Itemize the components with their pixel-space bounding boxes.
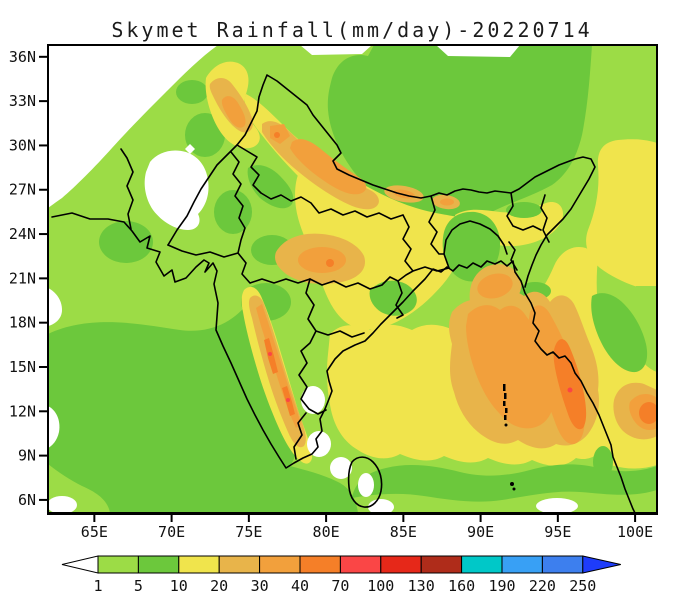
rain-region-green-over-group — [352, 202, 657, 502]
lat-tick-label: 30N — [9, 136, 36, 154]
longitude-axis: 65E 70E 75E 80E 85E 90E 95E 100E — [81, 514, 653, 541]
rainfall-shading-layer — [48, 45, 657, 513]
rain-region-70-100-group — [268, 352, 573, 402]
lat-tick-label: 33N — [9, 92, 36, 110]
latitude-axis: 36N 33N 30N 27N 24N 21N 18N 15N 12N 9N 6N — [9, 48, 47, 509]
colorbar-tick-label: 100 — [367, 577, 394, 595]
lon-tick-label: 90E — [467, 523, 494, 541]
colorbar-tick-label: 5 — [134, 577, 143, 595]
sri-lanka-outline — [347, 456, 383, 508]
lon-tick-label: 100E — [617, 523, 653, 541]
lat-tick-label: 9N — [18, 447, 36, 465]
color-scale-legend: 1 5 10 20 30 40 70 100 130 160 190 220 250 — [61, 555, 621, 595]
colorbar-tick-label: 1 — [93, 577, 102, 595]
political-boundaries-layer — [51, 74, 636, 513]
colorbar-segment — [259, 555, 301, 574]
lat-tick-label: 18N — [9, 314, 36, 332]
colorbar-tick-label: 250 — [569, 577, 596, 595]
colorbar-tick-label: 20 — [210, 577, 228, 595]
colorbar-segment — [501, 555, 543, 574]
lat-tick-label: 36N — [9, 48, 36, 66]
colorbar-tick-label: 220 — [529, 577, 556, 595]
colorbar-tick-label: 30 — [251, 577, 269, 595]
colorbar-segment — [420, 555, 463, 574]
lat-tick-label: 27N — [9, 181, 36, 199]
lon-tick-label: 65E — [81, 523, 108, 541]
lat-tick-label: 15N — [9, 358, 36, 376]
andaman-nicobar-islands — [503, 384, 516, 491]
colorbar-tick-label: 190 — [488, 577, 515, 595]
no-rain-regions — [48, 45, 578, 513]
lon-tick-label: 70E — [158, 523, 185, 541]
lat-tick-label: 12N — [9, 402, 36, 420]
map-frame — [47, 44, 658, 515]
colorbar-segment — [97, 555, 139, 574]
state-borders-path — [167, 144, 550, 460]
lon-tick-label: 85E — [390, 523, 417, 541]
colorbar-segment — [541, 555, 584, 574]
colorbar-segment — [299, 555, 341, 574]
rain-region-40-70-group — [264, 132, 657, 430]
colorbar-tick-label: 70 — [331, 577, 349, 595]
colorbar-tick-label: 10 — [170, 577, 188, 595]
lon-tick-label: 95E — [544, 523, 571, 541]
colorbar-tick-label: 160 — [448, 577, 475, 595]
map-title: Skymet Rainfall(mm/day)-20220714 — [111, 18, 592, 42]
colorbar-segment — [339, 555, 382, 574]
colorbar-segment — [218, 555, 261, 574]
coastline-path — [51, 212, 636, 513]
colorbar-segment — [137, 555, 180, 574]
lat-tick-label: 21N — [9, 269, 36, 287]
colorbar-segment — [461, 555, 503, 574]
lat-tick-label: 24N — [9, 225, 36, 243]
colorbar-tick-label: 130 — [408, 577, 435, 595]
colorbar-right-arrow — [582, 555, 621, 574]
colorbar-left-arrow — [61, 555, 99, 574]
lat-tick-label: 6N — [18, 491, 36, 509]
lon-tick-label: 75E — [235, 523, 262, 541]
colorbar-segment — [178, 555, 220, 574]
lon-tick-label: 80E — [313, 523, 340, 541]
colorbar-segment — [380, 555, 422, 574]
colorbar-tick-label: 40 — [291, 577, 309, 595]
